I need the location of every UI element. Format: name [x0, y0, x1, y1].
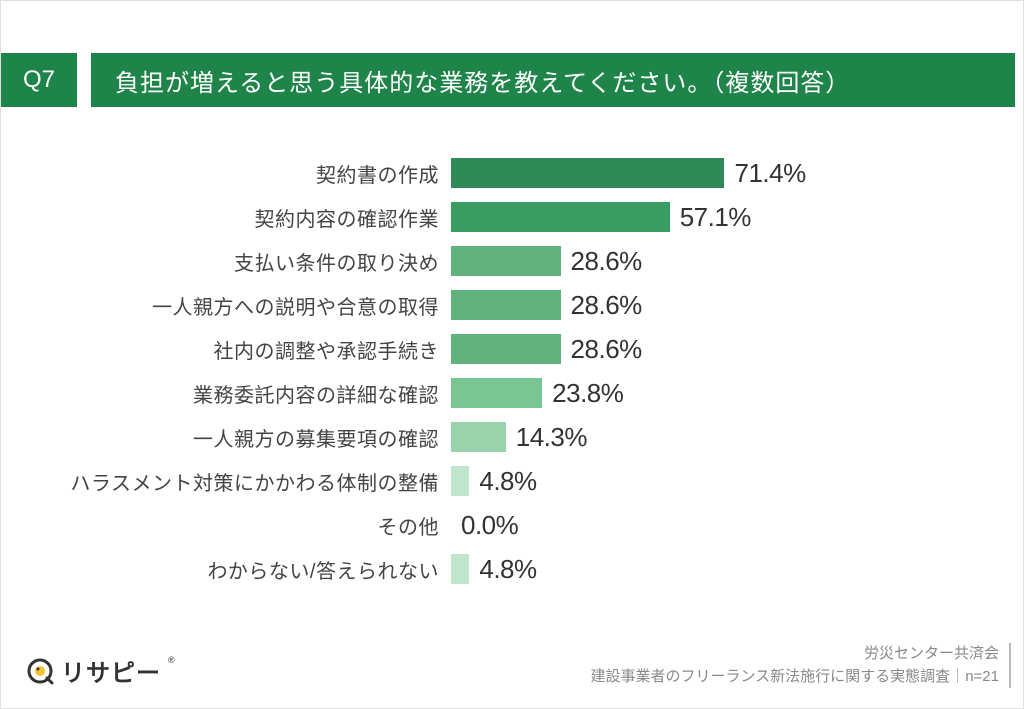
bar-value: 28.6%	[571, 290, 642, 321]
chart-row: 契約書の作成 71.4%	[1, 151, 983, 195]
footer: リサピー ® 労災センター共済会 建設事業者のフリーランス新法施行に関する実態調…	[1, 643, 1023, 688]
bar-value: 71.4%	[734, 158, 805, 189]
header-bar: Q7 負担が増えると思う具体的な業務を教えてください。（複数回答）	[1, 53, 1015, 107]
bar-value: 0.0%	[461, 510, 518, 541]
bar	[451, 378, 542, 408]
bar	[451, 466, 469, 496]
bar-area: 4.8%	[451, 466, 983, 497]
bar-value: 28.6%	[571, 246, 642, 277]
header-gap	[77, 53, 91, 107]
bar	[451, 422, 506, 452]
bar-area: 28.6%	[451, 290, 983, 321]
credit-block: 労災センター共済会 建設事業者のフリーランス新法施行に関する実態調査｜n=21	[590, 643, 1011, 688]
bar-value: 28.6%	[571, 334, 642, 365]
question-title: 負担が増えると思う具体的な業務を教えてください。（複数回答）	[91, 53, 1015, 107]
chart-row: 社内の調整や承認手続き 28.6%	[1, 327, 983, 371]
bar-area: 28.6%	[451, 246, 983, 277]
logo-registered: ®	[168, 655, 175, 665]
bar	[451, 334, 561, 364]
bar	[451, 158, 724, 188]
bar-area: 57.1%	[451, 202, 983, 233]
bar-area: 14.3%	[451, 422, 983, 453]
bar-value: 14.3%	[516, 422, 587, 453]
bar-label: 契約書の作成	[1, 159, 451, 188]
bar-value: 57.1%	[680, 202, 751, 233]
bar-area: 4.8%	[451, 554, 983, 585]
credit-line-2: 建設事業者のフリーランス新法施行に関する実態調査｜n=21	[590, 666, 999, 689]
bar-label: ハラスメント対策にかかわる体制の整備	[1, 467, 451, 496]
bar	[451, 554, 469, 584]
chart-row: 支払い条件の取り決め 28.6%	[1, 239, 983, 283]
logo-icon	[25, 656, 55, 686]
chart-row: その他 0.0%	[1, 503, 983, 547]
chart-row: 一人親方への説明や合意の取得 28.6%	[1, 283, 983, 327]
bar-value: 4.8%	[479, 466, 536, 497]
bar-label: わからない/答えられない	[1, 555, 451, 584]
bar-label: 業務委託内容の詳細な確認	[1, 379, 451, 408]
chart-row: 一人親方の募集要項の確認 14.3%	[1, 415, 983, 459]
bar-area: 0.0%	[451, 510, 983, 541]
bar	[451, 290, 561, 320]
bar-label: 支払い条件の取り決め	[1, 247, 451, 276]
bar-label: 契約内容の確認作業	[1, 203, 451, 232]
chart-row: わからない/答えられない 4.8%	[1, 547, 983, 591]
bar	[451, 202, 670, 232]
chart-row: 業務委託内容の詳細な確認 23.8%	[1, 371, 983, 415]
bar-label: 一人親方への説明や合意の取得	[1, 291, 451, 320]
bar-value: 23.8%	[552, 378, 623, 409]
bar	[451, 246, 561, 276]
question-badge: Q7	[1, 53, 77, 107]
chart-row: ハラスメント対策にかかわる体制の整備 4.8%	[1, 459, 983, 503]
chart-row: 契約内容の確認作業 57.1%	[1, 195, 983, 239]
bar-area: 23.8%	[451, 378, 983, 409]
bar-label: その他	[1, 511, 451, 540]
bar-area: 28.6%	[451, 334, 983, 365]
bar-area: 71.4%	[451, 158, 983, 189]
bar-chart: 契約書の作成 71.4% 契約内容の確認作業 57.1% 支払い条件の取り決め 28.6%…	[1, 151, 1023, 591]
bar-label: 社内の調整や承認手続き	[1, 335, 451, 364]
bar-value: 4.8%	[479, 554, 536, 585]
brand-logo: リサピー ®	[25, 653, 175, 688]
logo-text: リサピー	[61, 653, 161, 688]
bar-label: 一人親方の募集要項の確認	[1, 423, 451, 452]
credit-line-1: 労災センター共済会	[590, 643, 999, 666]
